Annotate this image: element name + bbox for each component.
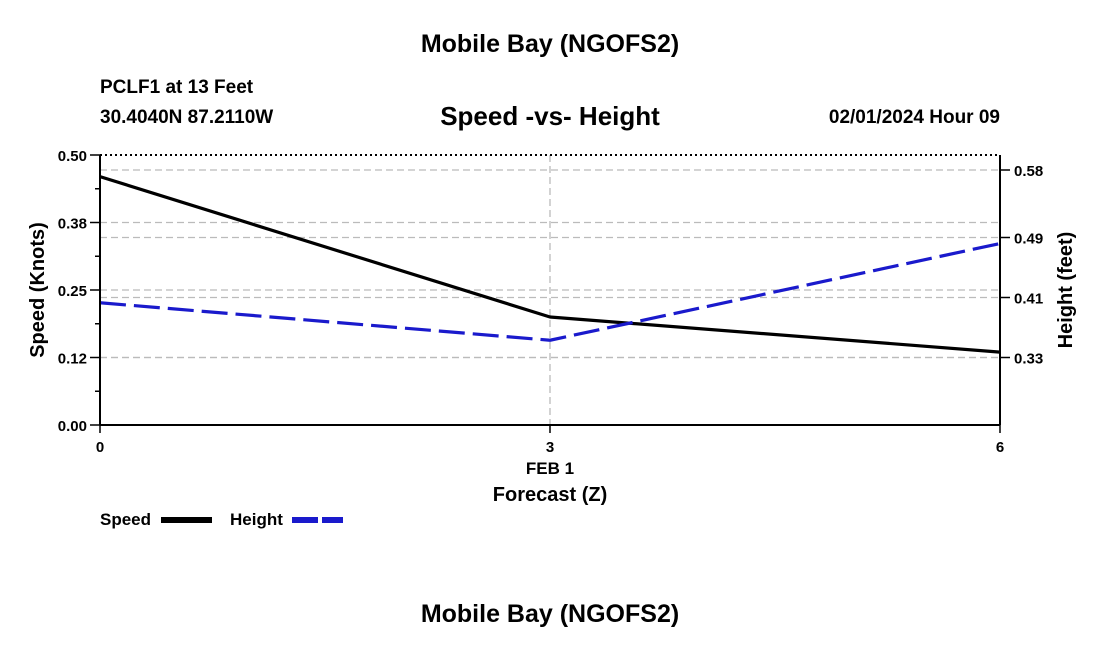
x-tick-label: 6 (996, 439, 1004, 456)
footer-title: Mobile Bay (NGOFS2) (420, 600, 680, 628)
x-axis-title: Forecast (Z) (493, 484, 607, 506)
y2-tick-label: 0.58 (1014, 163, 1043, 180)
grid-lines (100, 154, 1000, 425)
y-tick-label: 0.38 (58, 216, 87, 233)
series-line-height (99, 241, 1001, 342)
page-title: Mobile Bay (NGOFS2) (420, 30, 680, 58)
x-axis-date-label: FEB 1 (526, 459, 574, 478)
y2-axis-title: Height (feet) (1055, 232, 1077, 349)
y2-tick-label: 0.33 (1014, 351, 1043, 368)
axes (90, 154, 1010, 433)
y-tick-label: 0.00 (58, 418, 87, 435)
legend-speed-label: Speed (100, 510, 152, 529)
station-name: PCLF1 at 13 Feet (100, 77, 254, 98)
y-axis-title: Speed (Knots) (27, 222, 49, 358)
x-tick-label: 3 (546, 439, 554, 456)
legend-speed-swatch (161, 517, 212, 523)
legend-height-label: Height (230, 510, 283, 529)
speed-vs-height-chart: 0.00 0.12 0.25 0.38 0.50 0.33 0.41 0.49 0.58 0 3 6 F… (27, 148, 1077, 506)
y2-tick-label: 0.41 (1014, 291, 1043, 308)
axis-labels: 0.00 0.12 0.25 0.38 0.50 0.33 0.41 0.49 0.58 0 3 6 F… (27, 148, 1077, 506)
y-tick-label: 0.25 (58, 283, 87, 300)
series-line-speed (99, 175, 1001, 354)
x-tick-label: 0 (96, 439, 104, 456)
series-lines (99, 175, 1001, 354)
y-tick-label: 0.12 (58, 351, 87, 368)
station-coords: 30.4040N 87.2110W (100, 107, 274, 128)
y-tick-label: 0.50 (58, 148, 87, 165)
legend-height-swatch (292, 517, 343, 523)
y2-tick-label: 0.49 (1014, 231, 1043, 248)
forecast-datetime: 02/01/2024 Hour 09 (828, 107, 1000, 128)
chart-title: Speed -vs- Height (440, 101, 660, 131)
